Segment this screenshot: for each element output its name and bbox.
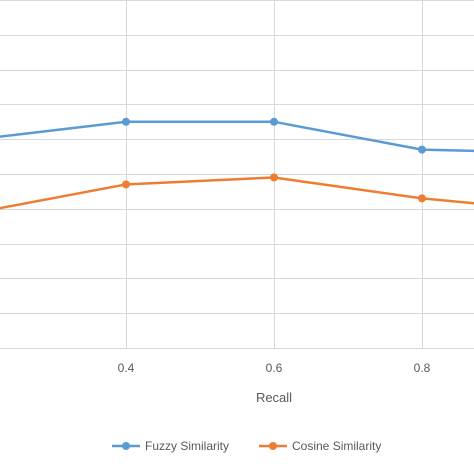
data-point [122,117,130,126]
data-point [418,194,426,203]
data-point [270,117,278,126]
series-line [0,120,474,153]
legend-swatch-marker [122,442,130,450]
legend-item: Fuzzy Similarity [112,439,229,453]
legend-swatch-marker [269,442,277,450]
series-line [0,176,474,210]
legend-label: Fuzzy Similarity [145,439,229,453]
series-cosine-similarity [0,173,474,210]
legend-label: Cosine Similarity [292,439,381,453]
data-point [418,145,426,154]
x-tick-label: 0.8 [414,361,431,375]
series-fuzzy-similarity [0,117,474,154]
series [0,117,474,210]
legend: Fuzzy Similarity Cosine Similarity [112,439,381,453]
grid [0,0,474,348]
legend-item: Cosine Similarity [259,439,381,453]
data-point [122,180,130,189]
x-tick-label: 0.4 [118,361,135,375]
x-tick-labels: 0.4 0.6 0.8 [118,361,431,375]
x-tick-label: 0.6 [266,361,283,375]
data-point [270,173,278,182]
x-axis-title: Recall [256,390,292,405]
